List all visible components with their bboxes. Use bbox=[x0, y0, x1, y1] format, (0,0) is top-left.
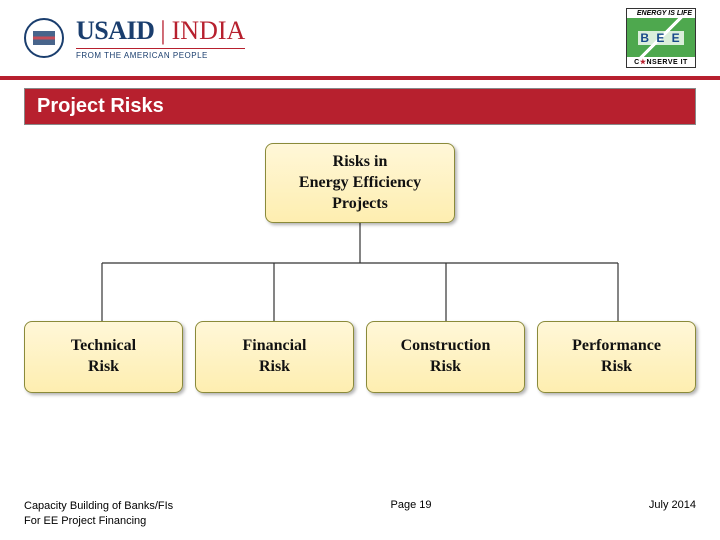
usaid-wordmark: USAID | INDIA FROM THE AMERICAN PEOPLE bbox=[76, 16, 245, 60]
usaid-tagline: FROM THE AMERICAN PEOPLE bbox=[76, 48, 245, 60]
usaid-country: INDIA bbox=[172, 16, 246, 46]
slide-title: Project Risks bbox=[24, 88, 696, 125]
usaid-divider: | bbox=[160, 16, 165, 46]
bee-logo-top: ENERGY IS LIFE bbox=[627, 9, 695, 18]
slide-header: USAID | INDIA FROM THE AMERICAN PEOPLE E… bbox=[0, 0, 720, 80]
bee-bot-post: NSERVE IT bbox=[647, 59, 688, 66]
child-row: TechnicalRisk FinancialRisk Construction… bbox=[24, 321, 696, 393]
bee-logo-bottom: C★NSERVE IT bbox=[627, 57, 695, 67]
root-node: Risks inEnergy EfficiencyProjects bbox=[265, 143, 455, 223]
bee-logo-letters: B E E bbox=[638, 31, 683, 45]
usaid-text: USAID bbox=[76, 16, 154, 46]
footer-page: Page 19 bbox=[173, 499, 649, 511]
bee-logo-mid: B E E bbox=[627, 18, 695, 57]
footer-date: July 2014 bbox=[649, 499, 696, 511]
bee-logo: ENERGY IS LIFE B E E C★NSERVE IT bbox=[626, 8, 696, 68]
child-node-performance: PerformanceRisk bbox=[537, 321, 696, 393]
usaid-seal-icon bbox=[24, 18, 64, 58]
child-node-construction: ConstructionRisk bbox=[366, 321, 525, 393]
child-node-technical: TechnicalRisk bbox=[24, 321, 183, 393]
slide-footer: Capacity Building of Banks/FIs For EE Pr… bbox=[0, 499, 720, 528]
footer-left-line1: Capacity Building of Banks/FIs bbox=[24, 499, 173, 513]
footer-left: Capacity Building of Banks/FIs For EE Pr… bbox=[24, 499, 173, 528]
footer-left-line2: For EE Project Financing bbox=[24, 514, 173, 528]
star-icon: ★ bbox=[640, 59, 647, 66]
child-node-financial: FinancialRisk bbox=[195, 321, 354, 393]
left-logo-group: USAID | INDIA FROM THE AMERICAN PEOPLE bbox=[24, 16, 245, 60]
hierarchy-diagram: Risks inEnergy EfficiencyProjects Techni… bbox=[24, 143, 696, 423]
